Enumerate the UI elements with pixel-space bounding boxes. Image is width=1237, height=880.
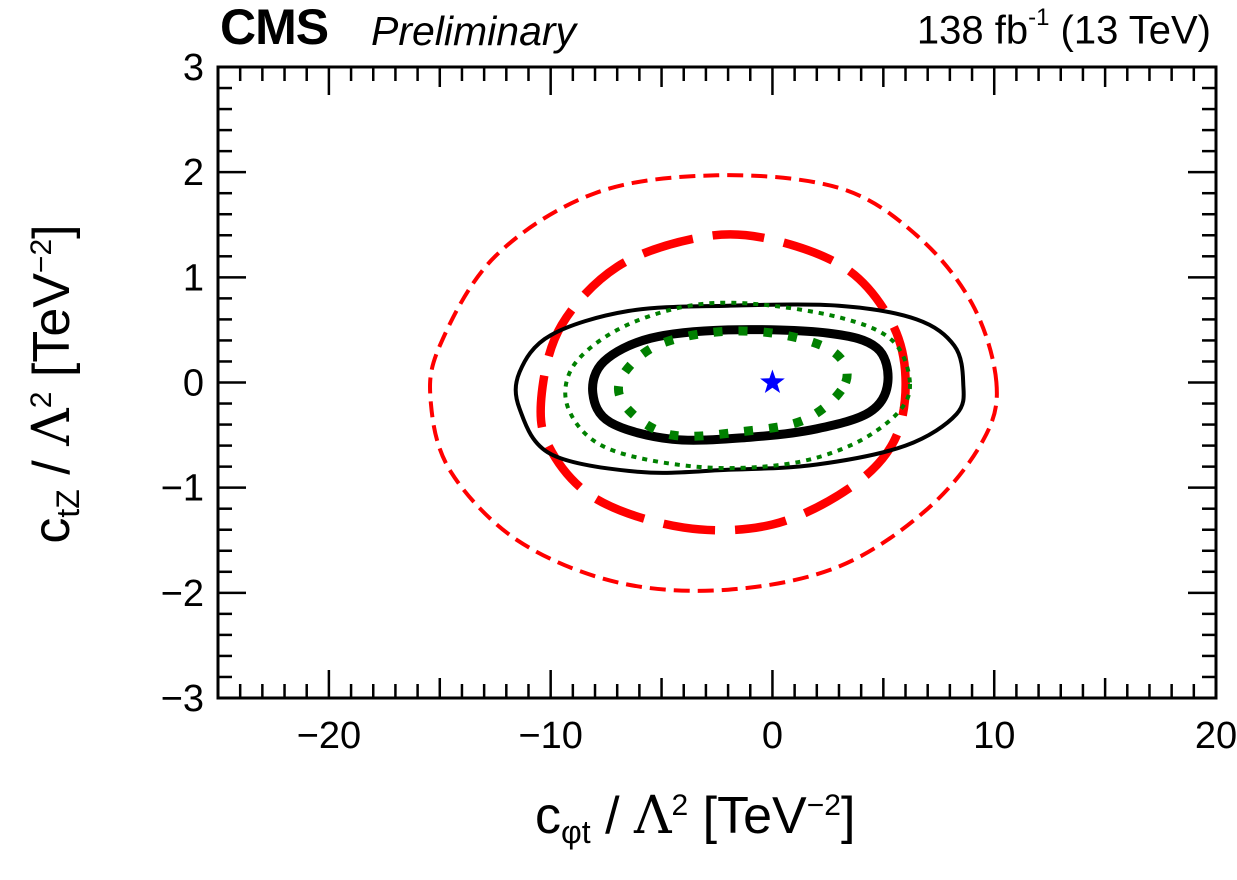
y-lambda: Λ	[22, 408, 82, 446]
y-unit-open: [TeV	[23, 273, 81, 392]
contour-black-solid-inner	[588, 325, 893, 445]
y-tick-label: −2	[161, 573, 204, 615]
y-tick-label: 0	[183, 363, 204, 405]
y-sep: /	[23, 445, 81, 490]
plot-frame	[216, 65, 1218, 700]
x-tick-label: 0	[762, 715, 783, 757]
y-var-subscript: tZ	[50, 489, 86, 518]
y-unit-close: ]	[23, 224, 81, 239]
x-lambda: Λ	[633, 786, 672, 846]
x-var-subscript: φt	[561, 814, 591, 850]
contour-black-solid-outer	[513, 302, 966, 475]
y-tick-label: 3	[183, 47, 204, 89]
x-tick-label: −10	[518, 715, 582, 757]
tick-layer	[216, 65, 1218, 700]
lumi-value: 138 fb	[916, 8, 1029, 53]
y-tick-label: 2	[183, 152, 204, 194]
x-lambda-exponent: 2	[671, 789, 689, 822]
x-tick-label: −20	[297, 715, 361, 757]
y-axis-label: ctZ / Λ2 [TeV−2]	[22, 224, 86, 544]
contour-red-dashed-outer	[428, 173, 999, 593]
x-sep: /	[590, 787, 634, 845]
x-tick-label: 20	[1195, 715, 1237, 757]
x-axis-label: cφt / Λ2 [TeV−2]	[535, 786, 856, 850]
best-fit-layer	[760, 369, 785, 393]
lumi-exponent: -1	[1028, 4, 1050, 31]
x-var: c	[535, 787, 561, 845]
y-tick-label: −3	[161, 678, 204, 720]
cms-status: Preliminary	[371, 8, 577, 54]
x-unit-close: ]	[840, 787, 856, 845]
x-tick-label: 10	[973, 715, 1015, 757]
contour-green-dotted-inner	[613, 326, 852, 441]
y-var: c	[23, 517, 81, 544]
y-unit-exponent: −2	[25, 238, 58, 274]
contour-green-dotted-outer	[563, 300, 912, 471]
y-tick-label: 1	[183, 257, 204, 299]
lumi-label: 138 fb-1 (13 TeV)	[916, 4, 1211, 53]
cms-title: CMS	[220, 0, 329, 55]
energy-label: (13 TeV)	[1060, 8, 1211, 53]
contour-red-dashed-inner	[536, 229, 910, 535]
y-lambda-exponent: 2	[25, 391, 58, 409]
contour-layer	[428, 173, 999, 593]
best-fit-star-marker	[760, 369, 785, 393]
x-unit-exponent: −2	[806, 789, 841, 822]
y-tick-label: −1	[161, 468, 204, 510]
x-unit-open: [TeV	[688, 787, 807, 845]
